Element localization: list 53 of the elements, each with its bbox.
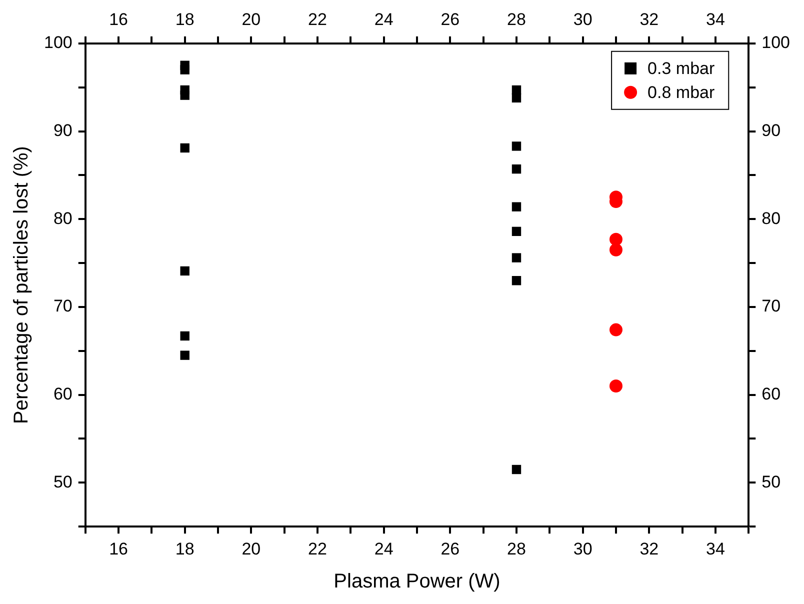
- x2-tick-label: 20: [242, 10, 261, 29]
- point: [180, 350, 190, 360]
- x-tick-label: 16: [109, 539, 128, 558]
- x2-tick-label: 24: [374, 10, 394, 29]
- x-tick-label: 26: [440, 539, 460, 558]
- y-tick-label: 90: [53, 120, 72, 140]
- x2-tick-label: 16: [109, 10, 128, 29]
- x-tick-label: 18: [175, 539, 194, 558]
- x2-tick-label: 22: [308, 10, 327, 29]
- x-tick-label: 34: [706, 539, 725, 558]
- y2-tick-label: 80: [762, 208, 781, 228]
- point: [609, 380, 622, 393]
- point: [180, 331, 190, 341]
- x-tick-label: 28: [507, 539, 526, 558]
- point: [512, 93, 522, 102]
- point: [512, 142, 522, 151]
- x2-tick-label: 30: [573, 10, 592, 29]
- x2-tick-label: 26: [440, 10, 460, 29]
- x-tick-label: 32: [640, 539, 659, 558]
- y-axis-title: Percentage of particles lost (%): [10, 146, 33, 424]
- x2-tick-label: 28: [507, 10, 526, 29]
- legend-label: 0.8 mbar: [648, 83, 715, 102]
- y-tick-label: 100: [44, 33, 72, 52]
- x-tick-label: 30: [573, 539, 592, 558]
- y-tick-label: 80: [53, 208, 72, 228]
- y2-tick-label: 70: [762, 296, 781, 316]
- y-tick-label: 70: [53, 296, 72, 316]
- point: [512, 226, 522, 236]
- point: [180, 143, 190, 153]
- point: [180, 266, 190, 276]
- point: [512, 202, 522, 212]
- point: [180, 65, 190, 74]
- y-tick-label: 50: [53, 472, 72, 492]
- point: [609, 323, 622, 336]
- x-tick-label: 24: [374, 539, 394, 558]
- point: [512, 253, 522, 262]
- point: [512, 464, 522, 474]
- x2-tick-label: 18: [175, 10, 194, 29]
- point: [609, 243, 622, 256]
- x2-tick-label: 32: [640, 10, 659, 29]
- y2-tick-label: 60: [762, 384, 781, 404]
- x-tick-label: 20: [242, 539, 261, 558]
- y2-tick-label: 50: [762, 472, 781, 492]
- legend-label: 0.3 mbar: [648, 59, 715, 78]
- point: [512, 276, 522, 286]
- y2-tick-label: 100: [762, 33, 790, 52]
- y-tick-label: 60: [53, 384, 72, 404]
- x2-tick-label: 34: [706, 10, 725, 29]
- x-tick-label: 22: [308, 539, 327, 558]
- y2-tick-label: 90: [762, 120, 781, 140]
- point: [512, 164, 522, 174]
- x-axis-title: Plasma Power (W): [334, 570, 500, 593]
- point: [180, 90, 190, 100]
